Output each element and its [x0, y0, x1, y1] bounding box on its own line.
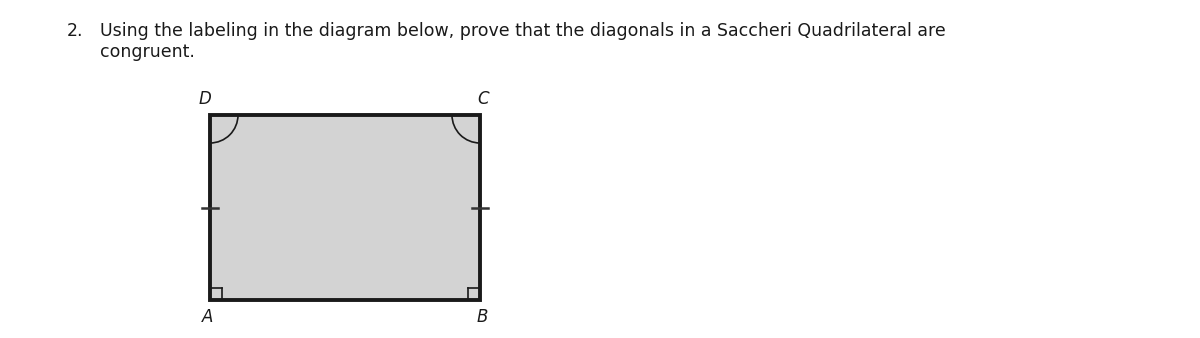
- Text: D: D: [199, 90, 211, 108]
- Text: 2.: 2.: [67, 22, 84, 40]
- Text: C: C: [478, 90, 488, 108]
- Text: Using the labeling in the diagram below, prove that the diagonals in a Saccheri : Using the labeling in the diagram below,…: [100, 22, 946, 61]
- Text: B: B: [476, 308, 487, 326]
- Bar: [210, 115, 480, 300]
- Text: A: A: [203, 308, 214, 326]
